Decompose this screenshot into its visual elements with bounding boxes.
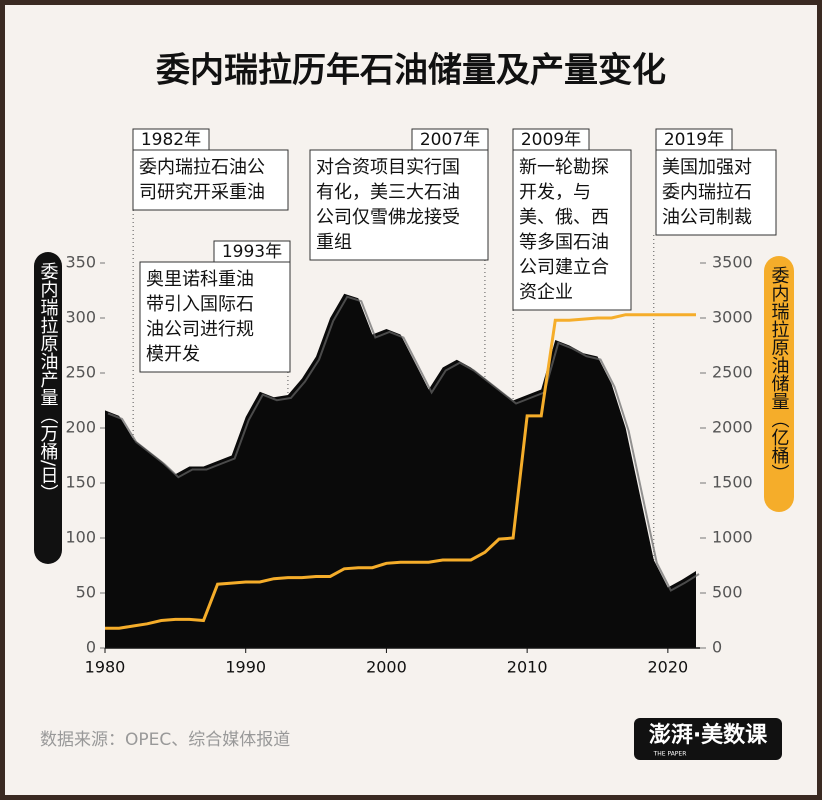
y2-tick-label: 3000 [712,308,753,327]
x-tick-label: 2020 [647,658,688,677]
area-gloss [107,295,700,592]
annotation-text: 新一轮勘探 [519,157,609,178]
production-area [105,293,696,648]
reserves-line [105,313,696,630]
y-tick-label: 200 [65,418,96,437]
annotation-box [139,261,291,373]
annotation-text: 对合资项目实行国 [316,157,460,178]
annotation-text: 美、俄、西 [519,207,609,228]
annotation-year: 2009年 [521,130,581,150]
annotation-text: 油公司制裁 [662,207,752,228]
annotation-box [655,149,777,236]
y-tick-label: 100 [65,528,96,547]
annotation-text: 重组 [316,232,352,253]
y-tick-label: 50 [76,583,96,602]
y2-tick-label: 1000 [712,528,753,547]
annotation-text: 有化，美三大石油 [316,182,460,203]
y-tick-label: 150 [65,473,96,492]
annotation-text: 开发，与 [519,182,591,203]
logo-subtext: THE PAPER [653,751,687,758]
x-tick-label: 1990 [225,658,266,677]
y2-tick-label: 2500 [712,363,753,382]
x-tick-label: 1980 [85,658,126,677]
source: 数据来源：OPEC、综合媒体报道 [40,730,290,750]
y-tick-label: 300 [65,308,96,327]
y2-axis-label: 委内瑞拉原油储量（亿桶） [769,266,790,482]
x-tick-label: 2010 [507,658,548,677]
annotation-text: 委内瑞拉石 [662,182,752,203]
annotation-text: 公司仅雪佛龙接受 [316,207,460,228]
y-tick-label: 350 [65,253,96,272]
chart-title: 委内瑞拉历年石油储量及产量变化 [156,51,666,91]
y2-tick-label: 0 [712,638,722,657]
annotation-box [132,149,289,211]
y2-tick-label: 2000 [712,418,753,437]
annotation-text: 等多国石油 [519,232,609,253]
annotation-year: 1993年 [222,242,282,262]
annotation-text: 司研究开采重油 [139,182,265,203]
y-label-pill [34,252,62,564]
y2-label-pill [764,256,794,512]
annotation-text: 美国加强对 [662,157,752,178]
annotation-text: 公司建立合 [519,257,609,278]
y-axis-label: 委内瑞拉原油产量（万桶/日） [38,262,59,502]
annotation-text: 奥里诺科重油 [146,269,254,290]
y2-tick-label: 3500 [712,253,753,272]
annotation-text: 带引入国际石 [146,294,254,315]
y-tick-label: 250 [65,363,96,382]
annotation-text: 模开发 [146,344,200,365]
annotation-box [309,149,489,261]
y2-tick-label: 1500 [712,473,753,492]
y-tick-label: 0 [86,638,96,657]
annotation-text: 委内瑞拉石油公 [139,157,265,178]
logo-box [634,718,782,760]
annotation-year: 2019年 [664,130,724,150]
annotation-text: 资企业 [519,282,573,303]
y2-tick-label: 500 [712,583,743,602]
annotation-box [512,149,632,311]
logo: 澎湃·美数课 [649,722,768,748]
x-tick-label: 2000 [366,658,407,677]
annotation-text: 油公司进行规 [146,319,254,340]
annotation-year: 1982年 [141,130,201,150]
annotation-year: 2007年 [420,130,480,150]
